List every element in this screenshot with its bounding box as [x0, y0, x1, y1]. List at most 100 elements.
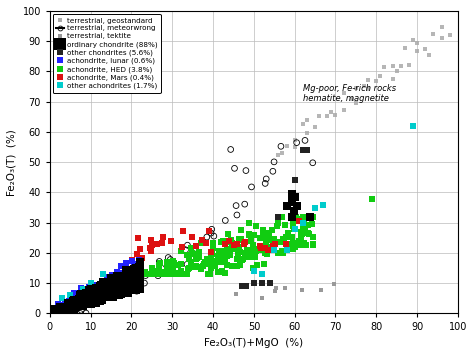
Point [287, 241, 295, 247]
Point [191, 264, 199, 270]
Point [65, 302, 73, 308]
Point [208, 226, 216, 232]
Point [100, 283, 107, 288]
Point [246, 231, 253, 236]
Point [162, 271, 169, 277]
Point [389, 76, 396, 82]
Point [117, 277, 124, 283]
Point [136, 275, 144, 280]
Point [96, 294, 103, 299]
Point [97, 283, 105, 288]
Point [114, 290, 121, 296]
Point [94, 287, 101, 293]
Point [234, 251, 241, 257]
Point [132, 273, 139, 278]
Point [227, 147, 235, 152]
Point [136, 273, 144, 278]
Point [167, 238, 174, 244]
Point [223, 253, 230, 259]
Point [409, 123, 417, 129]
Point [167, 268, 174, 273]
Point [111, 276, 119, 282]
Point [87, 289, 95, 295]
Point [68, 297, 76, 302]
Point [255, 247, 263, 253]
Point [309, 234, 317, 240]
Point [148, 271, 155, 277]
Point [252, 255, 259, 260]
Point [159, 271, 167, 276]
Point [100, 293, 108, 299]
Point [136, 278, 144, 284]
Point [252, 248, 259, 254]
Point [97, 294, 104, 299]
Point [55, 308, 62, 314]
Point [55, 302, 62, 307]
Point [227, 246, 235, 252]
Point [100, 294, 108, 299]
Point [117, 289, 124, 294]
Point [124, 266, 131, 272]
Point [71, 300, 79, 305]
Point [220, 248, 228, 253]
Point [126, 279, 133, 285]
Point [324, 113, 331, 119]
Point [250, 280, 258, 286]
Point [55, 307, 62, 312]
Point [136, 274, 144, 280]
Point [101, 283, 109, 289]
Point [303, 130, 311, 136]
Point [277, 143, 285, 149]
Point [85, 294, 93, 299]
Point [108, 282, 115, 287]
Point [271, 236, 278, 242]
Point [123, 282, 131, 288]
Point [54, 307, 61, 313]
Point [63, 307, 70, 312]
Point [237, 262, 244, 267]
Point [166, 257, 174, 262]
Point [109, 289, 117, 294]
Point [136, 281, 144, 287]
Point [233, 241, 241, 247]
Point [87, 290, 94, 296]
Point [56, 304, 64, 309]
Point [78, 295, 86, 301]
Point [281, 222, 288, 228]
Point [102, 279, 110, 284]
Point [94, 289, 101, 295]
Point [318, 287, 325, 293]
Point [188, 263, 195, 269]
Point [80, 300, 87, 306]
Point [105, 289, 112, 295]
Point [108, 293, 115, 299]
Point [155, 271, 163, 277]
Point [117, 291, 125, 297]
Point [295, 238, 303, 244]
Point [124, 270, 131, 275]
Point [102, 292, 109, 298]
Point [107, 279, 115, 285]
Point [368, 196, 376, 201]
Point [128, 268, 136, 274]
Point [429, 31, 437, 37]
Point [169, 265, 177, 271]
Point [149, 268, 156, 273]
Point [101, 288, 109, 294]
Point [97, 297, 104, 302]
Point [99, 294, 106, 299]
Point [66, 304, 74, 310]
Point [79, 294, 86, 300]
Point [298, 231, 306, 237]
Point [72, 298, 79, 304]
Point [128, 277, 135, 282]
Point [405, 62, 413, 67]
Point [126, 271, 134, 277]
Point [118, 274, 125, 280]
Point [129, 288, 137, 293]
Point [291, 226, 298, 232]
Point [164, 265, 171, 271]
Point [81, 294, 88, 299]
Point [103, 279, 111, 285]
Point [133, 269, 140, 275]
